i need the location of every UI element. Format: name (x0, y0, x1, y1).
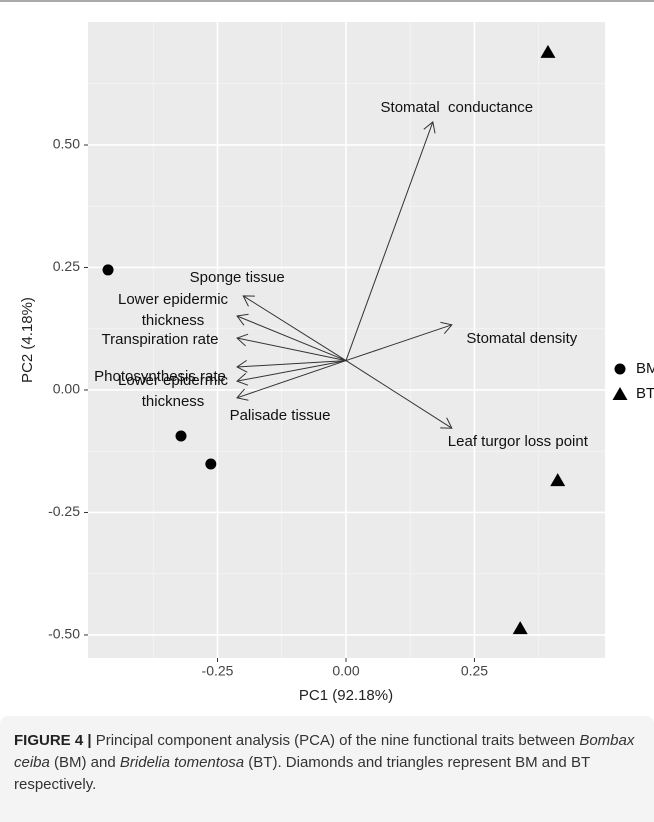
y-tick-label: 0.00 (53, 381, 80, 397)
legend-label: BT (636, 385, 654, 402)
x-tick-label: -0.25 (202, 663, 234, 679)
y-axis-title: PC2 (4.18%) (19, 297, 36, 383)
arrow-label: Leaf turgor loss point (448, 433, 589, 450)
point (175, 430, 187, 442)
arrow-label: Photosynthesis rate (94, 368, 226, 385)
arrow-label: Lower epidermic (118, 372, 229, 389)
arrow-label: Palisade tissue (230, 407, 331, 424)
figure-label: FIGURE 4 | (14, 732, 92, 749)
loading-arrow (345, 360, 453, 429)
caption-text: (BT). Diamonds and triangles represent B… (14, 754, 590, 793)
loading-arrow (345, 321, 453, 362)
caption-text: Bridelia tomentosa (119, 754, 245, 771)
x-tick-label: 0.00 (332, 663, 359, 679)
x-tick-label: 0.25 (461, 663, 488, 679)
arrow-label: Lower epidermic (118, 291, 229, 308)
y-tick-label: 0.25 (53, 258, 80, 274)
arrow-label: thickness (142, 312, 205, 329)
point (550, 473, 566, 487)
point (205, 458, 217, 470)
arrow-label: Stomatal conductance (381, 99, 534, 116)
loading-arrow (345, 121, 436, 361)
chart: PC1 (92.18%) PC2 (4.18%) -0.25 0.00 0.25 -0… (0, 0, 654, 704)
arrow-label: Stomatal density (466, 330, 577, 347)
loading-arrow (236, 360, 347, 401)
legend-key (612, 387, 628, 400)
loading-arrow (242, 295, 347, 362)
legend-key (614, 363, 626, 375)
arrow-label: Transpiration rate (102, 331, 219, 348)
point (102, 264, 114, 276)
arrow-label: Sponge tissue (190, 269, 285, 286)
caption-text: (BM) and (49, 754, 120, 771)
y-tick-label: 0.50 (53, 136, 80, 152)
caption-text: Bombax ceiba (14, 732, 635, 771)
x-axis-title: PC1 (92.18%) (299, 687, 393, 704)
loading-arrow (236, 313, 347, 362)
caption-text: Principal component analysis (PCA) of th… (91, 732, 580, 749)
caption: FIGURE 4 | Principal component analysis … (0, 716, 654, 822)
point (512, 621, 528, 635)
point (540, 44, 556, 58)
y-tick-label: -0.50 (48, 626, 80, 642)
loading-arrow (236, 333, 347, 362)
loading-arrow (236, 360, 347, 386)
arrow-label: thickness (142, 393, 205, 410)
loading-arrow (236, 359, 347, 373)
y-tick-label: -0.25 (48, 503, 80, 519)
legend-label: BM (636, 360, 654, 377)
